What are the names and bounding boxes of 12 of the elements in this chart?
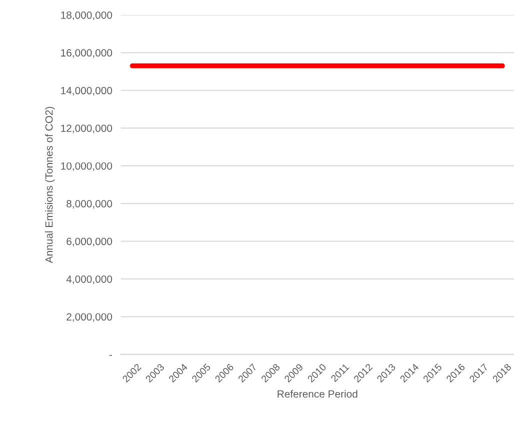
- y-tick-label: 16,000,000: [61, 49, 112, 58]
- y-tick-label: 10,000,000: [61, 162, 112, 171]
- y-tick-label: 2,000,000: [66, 313, 112, 322]
- y-tick-label: 14,000,000: [61, 86, 112, 96]
- y-tick-label: 8,000,000: [66, 200, 112, 209]
- y-axis-title: Annual Emisions (Tonnes of CO2): [45, 106, 55, 264]
- y-tick-label: 6,000,000: [66, 238, 112, 246]
- y-tick-label: -: [109, 355, 112, 356]
- y-tick-label: 4,000,000: [66, 275, 112, 284]
- x-axis-title: Reference Period: [278, 390, 358, 398]
- y-tick-label: 18,000,000: [61, 11, 112, 20]
- y-tick-label: 12,000,000: [61, 124, 112, 134]
